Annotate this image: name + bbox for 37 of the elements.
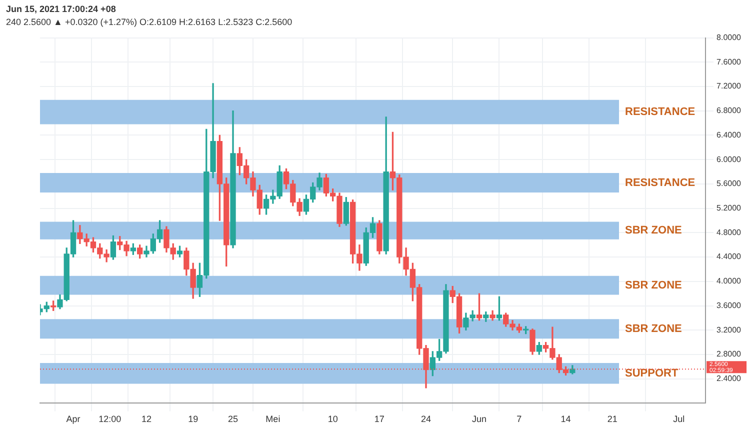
x-tick-label: Apr — [66, 414, 80, 424]
x-tick-label: Jul — [673, 414, 685, 424]
band-label: SBR ZONE — [625, 224, 682, 237]
y-tick-label: 7.6000 — [716, 57, 742, 66]
x-tick-label: 7 — [516, 414, 522, 424]
y-tick-label: 3.6000 — [716, 300, 742, 310]
band-label: SUPPORT — [625, 367, 678, 380]
x-tick-label: 12 — [141, 414, 152, 424]
y-tick-label: 7.2000 — [716, 82, 742, 91]
band-label: SBR ZONE — [625, 322, 682, 335]
chart-title: Jun 15, 2021 17:00:24 +08 — [6, 3, 117, 16]
band-label: RESISTANCE — [625, 106, 696, 118]
x-tick-label: Jun — [472, 414, 487, 424]
x-tick-label: 17 — [374, 414, 384, 424]
y-tick-label: 4.4000 — [716, 252, 742, 262]
band-label: RESISTANCE — [625, 176, 696, 189]
y-tick-label: 5.6000 — [716, 179, 742, 188]
x-tick-label: 14 — [560, 414, 571, 424]
y-tick-label: 2.4000 — [716, 374, 742, 384]
y-tick-label: 5.2000 — [716, 204, 742, 213]
y-tick-label: 6.4000 — [716, 130, 742, 140]
x-tick-label: 19 — [188, 414, 198, 424]
y-tick-label: 2.8000 — [716, 350, 742, 359]
x-tick-label: Mei — [266, 414, 280, 424]
x-tick-label: 25 — [228, 414, 238, 424]
y-tick-label: 3.2000 — [716, 325, 742, 334]
x-tick-label: 21 — [607, 414, 618, 424]
x-tick-label: 24 — [421, 414, 432, 424]
y-tick-label: 6.0000 — [716, 154, 742, 164]
y-tick-label: 4.8000 — [716, 228, 742, 237]
y-tick-label: 6.8000 — [716, 106, 742, 116]
x-tick-label: 12:00 — [98, 414, 122, 424]
x-tick-label: 10 — [328, 414, 338, 424]
y-tick-label: 4.0000 — [716, 276, 742, 286]
y-tick-label: 8.0000 — [716, 33, 742, 42]
chart-subtitle: 240 2.5600 ▲ +0.0320 (+1.27%) O:2.6109 H:2.6163 L:2.5323 C:2.5600 — [6, 16, 292, 29]
band-label: SBR ZONE — [625, 279, 682, 292]
